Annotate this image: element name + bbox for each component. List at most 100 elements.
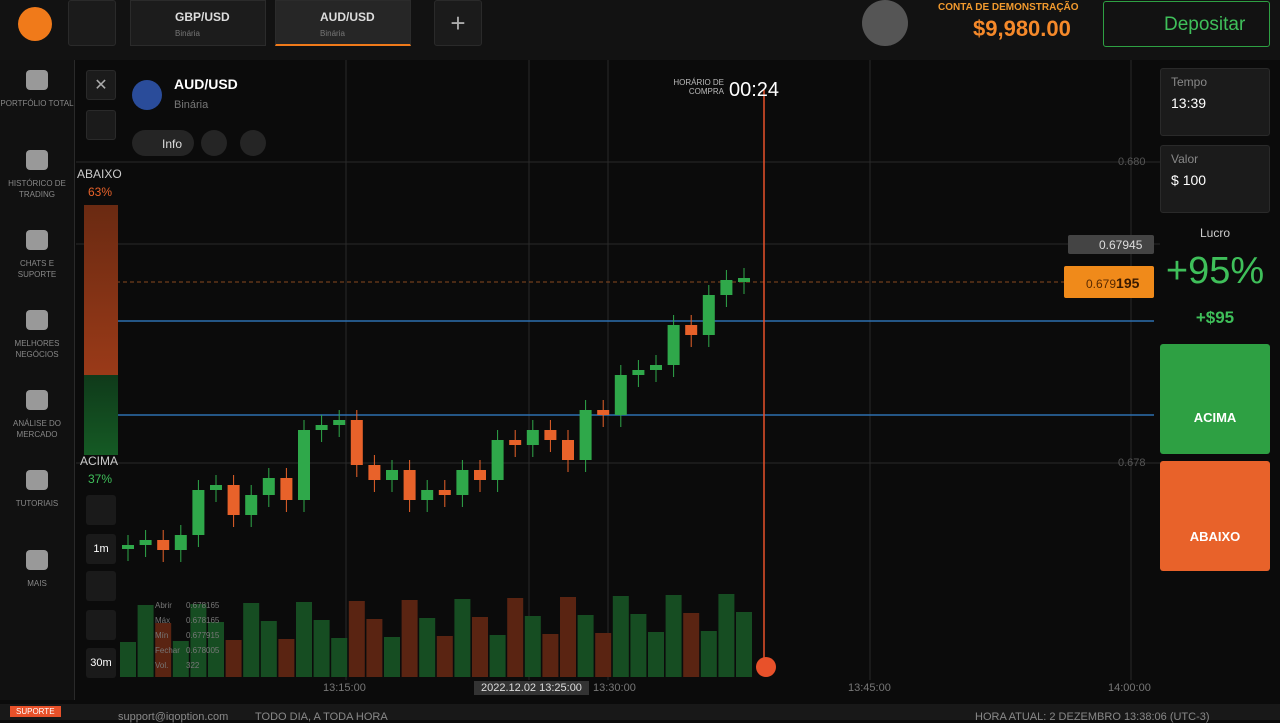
volume-bar (296, 602, 312, 677)
up-percent: 37% (88, 472, 113, 486)
ohlc-label: Abrir (155, 601, 172, 610)
down-button[interactable]: ABAIXO (1160, 461, 1270, 571)
avatar[interactable] (862, 0, 908, 46)
deposit-button[interactable]: Depositar (1103, 1, 1270, 47)
candle-time-button[interactable]: 1m (86, 534, 116, 564)
volume-bar (648, 632, 664, 677)
close-button[interactable]: ✕ (86, 70, 116, 100)
volume-bar (190, 604, 207, 677)
ohlc-value: 0.678165 (186, 616, 220, 625)
volume-bar (243, 603, 260, 677)
sidebar-label: PORTFÓLIO TOTAL (0, 99, 74, 108)
info-button[interactable]: Info (132, 130, 194, 156)
ohlc-label: Mín (155, 631, 169, 640)
sidebar-item[interactable]: PORTFÓLIO TOTAL (0, 70, 74, 109)
candle (597, 410, 610, 415)
volume-bar (419, 618, 436, 677)
candle (579, 410, 592, 460)
support-button[interactable]: SUPORTE (10, 706, 61, 717)
sidebar-item[interactable]: CHATS E SUPORTE (0, 230, 74, 280)
ohlc-label: Fechar (155, 646, 180, 655)
volume-bar (542, 634, 559, 677)
grid-button[interactable] (68, 0, 116, 46)
price-low: 0.678 (1118, 457, 1146, 469)
candle (315, 425, 328, 430)
chart-type-button[interactable] (86, 495, 116, 525)
volume-bar (454, 599, 471, 677)
sidebar-item[interactable]: MELHORES NEGÓCIOS (0, 310, 74, 360)
candle (368, 465, 381, 480)
alert-button[interactable] (201, 130, 227, 156)
sidebar-label: ANÁLISE DO MERCADO (12, 419, 61, 439)
indicator-button[interactable] (86, 610, 116, 640)
volume-bar (348, 601, 365, 677)
balance[interactable]: $9,980.00 (973, 16, 1071, 41)
candle (333, 420, 346, 425)
support-email[interactable]: support@iqoption.com (118, 711, 229, 723)
candle (227, 485, 240, 515)
logo[interactable] (18, 7, 52, 41)
value-box[interactable]: Valor $ 100 (1160, 145, 1270, 213)
sidebar-icon (26, 70, 48, 90)
time-box[interactable]: Tempo 13:39 (1160, 68, 1270, 136)
profit-label: Lucro (1199, 226, 1231, 240)
ohlc-value: 0.678165 (186, 601, 220, 610)
footer: SUPORTE support@iqoption.com TODO DIA, A… (0, 704, 1280, 723)
current-price: 0.679195 (1064, 266, 1154, 298)
volume-bar (718, 594, 735, 677)
collapse-button[interactable] (86, 110, 116, 140)
candle (702, 295, 715, 335)
candle (667, 325, 680, 365)
profit-percent: +95% (1165, 250, 1265, 292)
sidebar-item[interactable]: ANÁLISE DO MERCADO (0, 390, 74, 440)
add-tab[interactable]: + (434, 0, 482, 46)
volume-bar (172, 641, 189, 677)
volume-bar (120, 642, 136, 677)
up-bar (84, 375, 118, 455)
candle (157, 540, 170, 550)
volume-bar (401, 600, 418, 677)
time-label: Tempo (1171, 75, 1208, 89)
favorite-button[interactable] (240, 130, 266, 156)
volume-bar (700, 631, 717, 677)
sidebar-icon (26, 470, 48, 490)
volume-bar (278, 639, 295, 677)
candle (421, 490, 434, 500)
draw-button[interactable] (86, 571, 116, 601)
candle (614, 375, 627, 415)
candle (174, 535, 187, 550)
volume-bar (612, 596, 629, 677)
clock: HORA ATUAL: 2 DEZEMBRO 13:38:06 (UTC-3) (975, 711, 1210, 723)
sidebar-label: HISTÓRICO DE TRADING (8, 179, 66, 199)
up-label: ACIMA (80, 454, 119, 468)
candle (262, 478, 275, 495)
sidebar-item[interactable]: HISTÓRICO DE TRADING (0, 150, 74, 200)
candle (632, 370, 645, 375)
candle (562, 440, 574, 460)
ohlc-row: Vol. 322 (155, 658, 219, 673)
account-label: CONTA DE DEMONSTRAÇÃO (938, 2, 1079, 13)
sidebar-item[interactable]: MAIS (0, 550, 74, 589)
up-button[interactable]: ACIMA (1160, 344, 1270, 454)
time-tick-label: 14:00:00 (1108, 682, 1151, 694)
volume-bar (489, 635, 506, 677)
volume-bar (208, 622, 224, 677)
tab[interactable]: AUD/USD Binária (275, 0, 411, 46)
ohlc-label: Vol. (155, 661, 169, 670)
flag (132, 80, 162, 110)
volume-bar (736, 612, 752, 677)
ohlc-row: Máx 0.678165 (155, 613, 219, 628)
volume-bar (384, 637, 400, 677)
tab-pair: AUD/USD (320, 10, 375, 24)
time-tick-label: 13:15:00 (323, 682, 366, 694)
time-tick-label: 2022.12.02 13:25:00 (474, 681, 589, 695)
candle (474, 470, 486, 480)
candle (544, 430, 557, 440)
ohlc-row: Mín 0.677915 (155, 628, 219, 643)
sidebar-item[interactable]: TUTORIAIS (0, 470, 74, 509)
tab[interactable]: GBP/USD Binária (130, 0, 266, 46)
scale-button[interactable]: 30m (86, 648, 116, 678)
asset-pair[interactable]: AUD/USD (174, 76, 238, 92)
volume-bar (331, 638, 348, 677)
